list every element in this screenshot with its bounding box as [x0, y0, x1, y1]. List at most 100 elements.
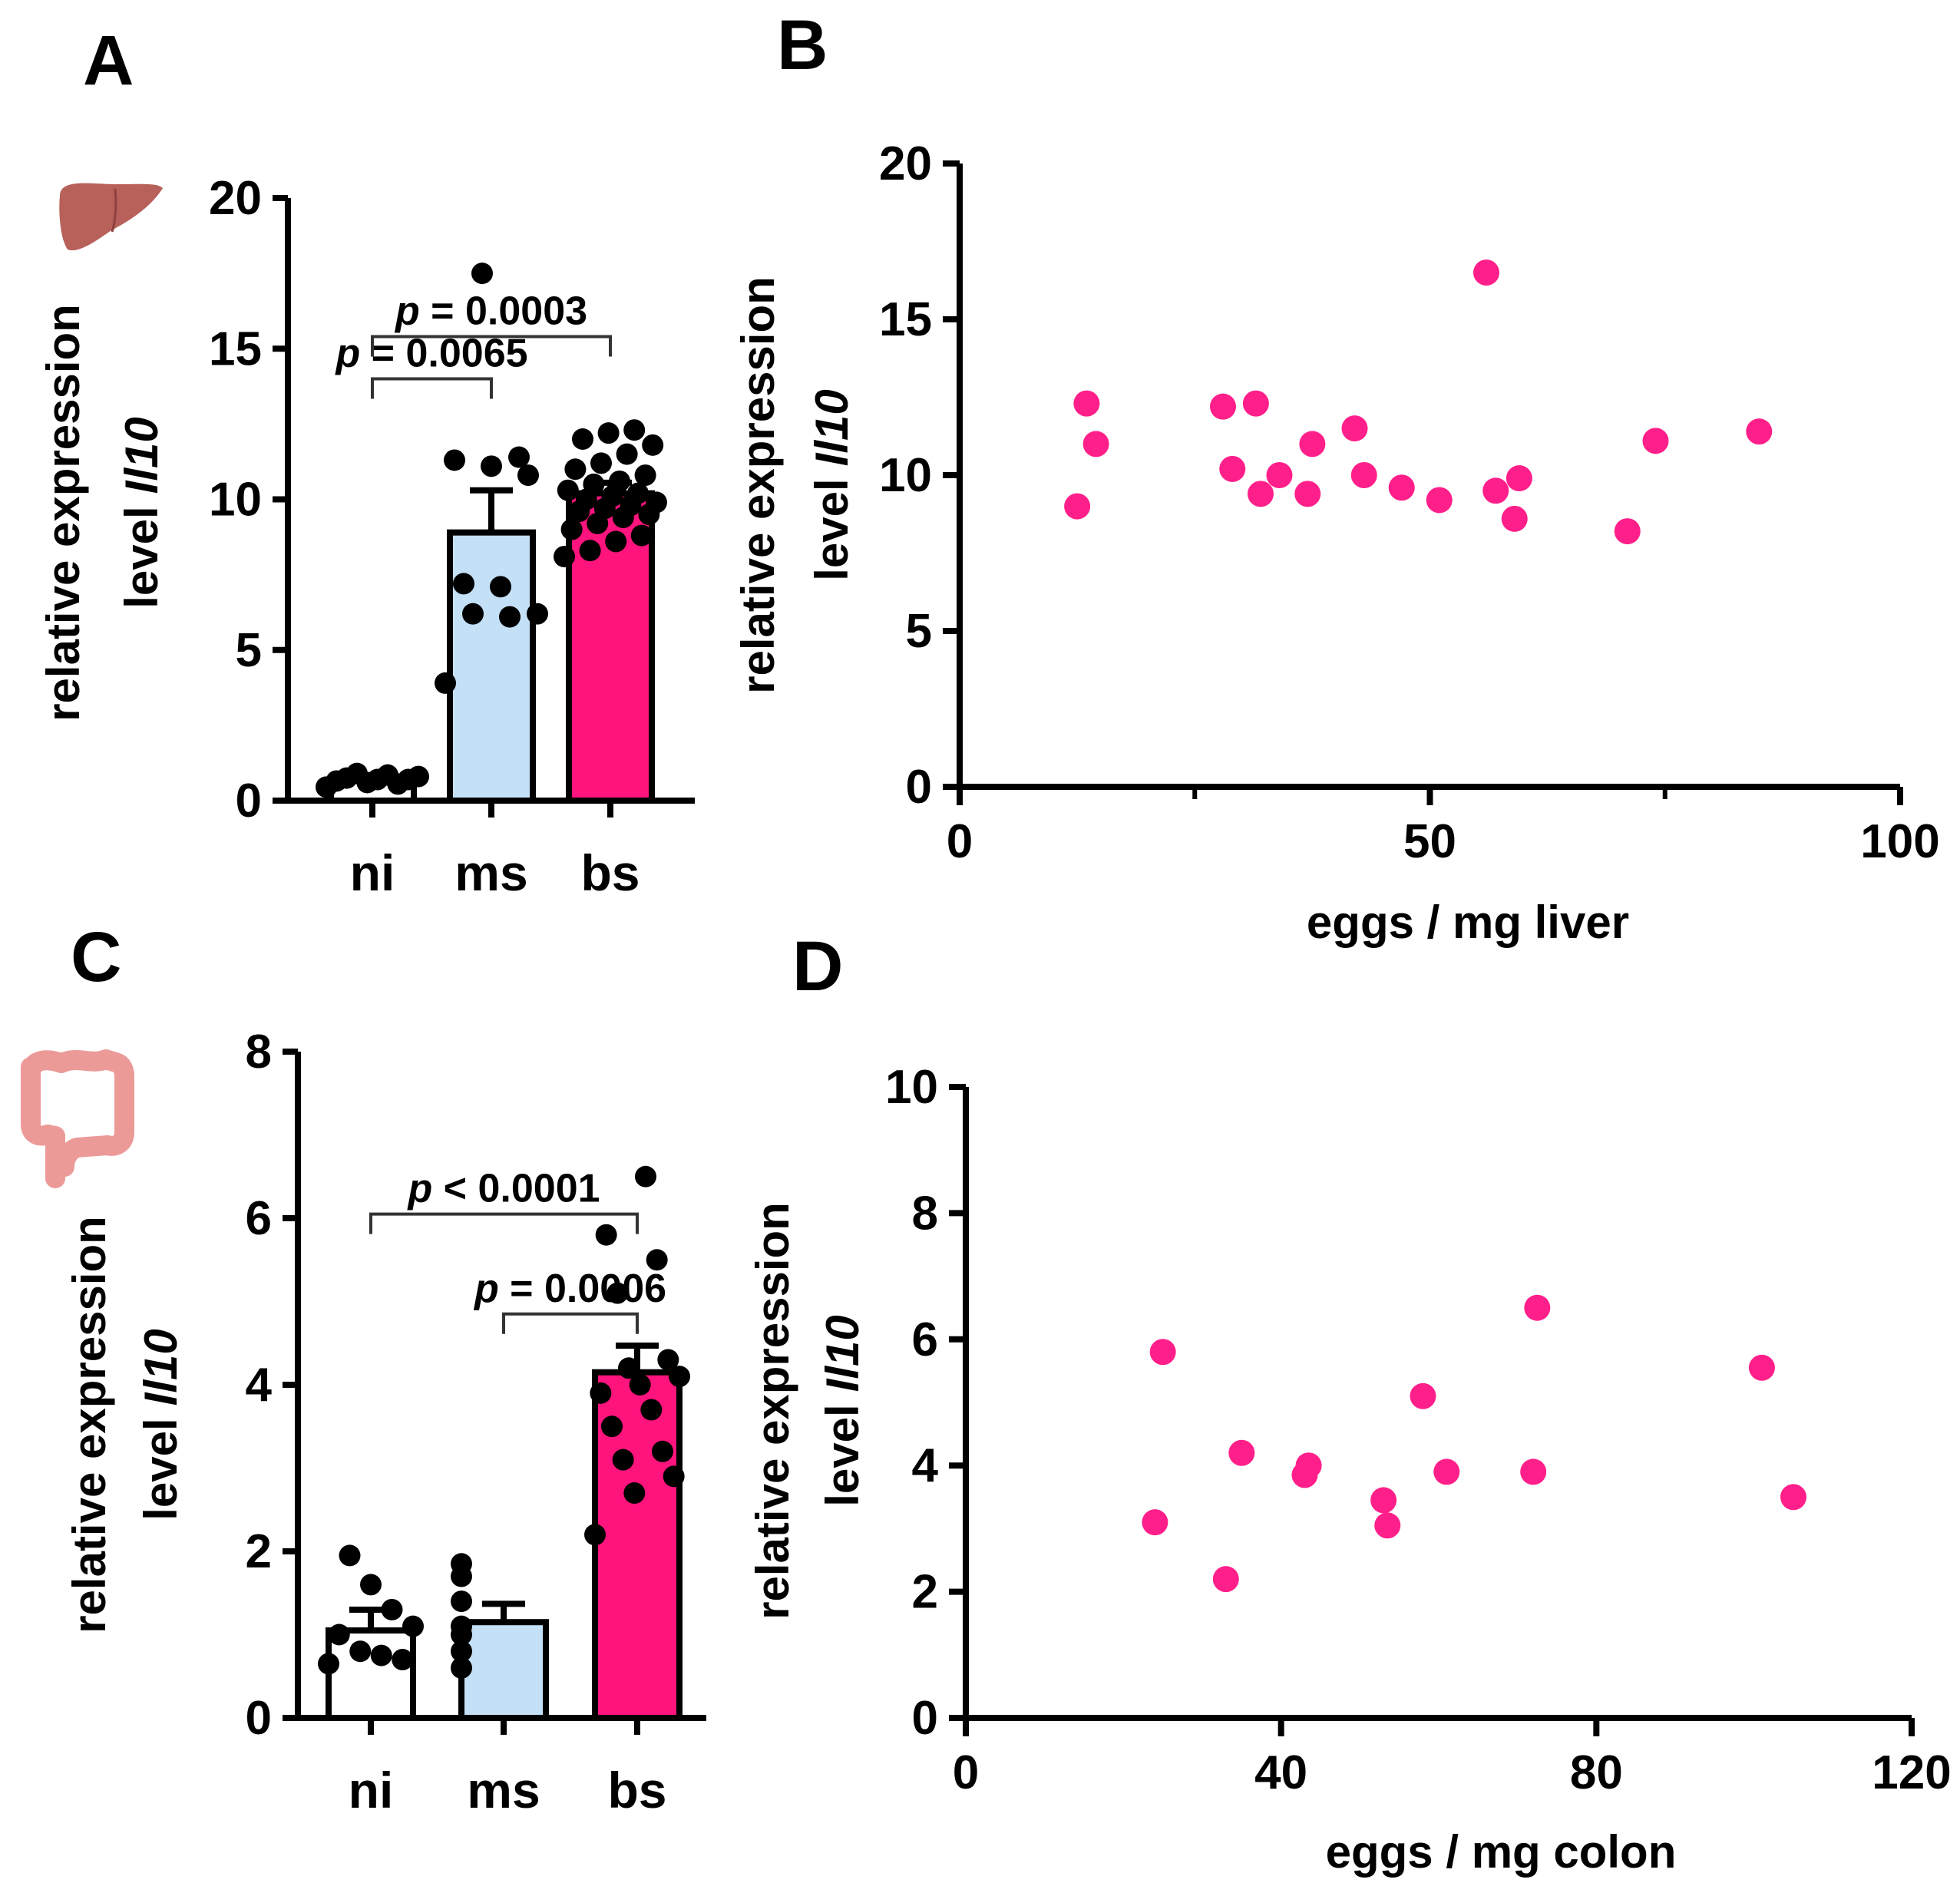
data-point-bs	[663, 1465, 685, 1488]
scatter-point	[1266, 462, 1293, 488]
scatter-point	[1082, 431, 1109, 457]
y-axis-title: relative expression	[732, 276, 784, 694]
scatter-point	[1520, 1458, 1547, 1485]
data-point-bs	[601, 1415, 623, 1438]
p-value-symbol: p	[394, 289, 420, 334]
data-point-bs	[642, 434, 664, 456]
data-point-ms	[451, 1640, 472, 1663]
p-value-symbol: p	[406, 1167, 432, 1211]
p-value-text: = 0.0003	[420, 289, 587, 334]
category-label-ni: ni	[349, 1762, 394, 1818]
scatter-point	[1426, 487, 1453, 514]
scatter-point	[1299, 431, 1326, 457]
scatter-point	[1642, 428, 1669, 454]
y-tick-label: 5	[906, 605, 932, 658]
scatter-point	[1614, 518, 1641, 545]
y-tick-label: 5	[236, 624, 262, 677]
data-point-ms	[451, 1615, 472, 1637]
y-axis-title-level: level	[116, 506, 167, 608]
y-axis-title-line2: level Il10	[817, 1315, 868, 1507]
y-tick-label: 15	[209, 322, 262, 375]
y-tick-label: 6	[912, 1313, 938, 1366]
p-value-label: p = 0.0065	[334, 332, 527, 376]
scatter-point	[1210, 393, 1236, 420]
data-point-bs	[627, 482, 649, 504]
bar-ms	[447, 529, 536, 804]
category-label-ni: ni	[350, 844, 395, 901]
data-point-ms	[451, 1657, 472, 1679]
y-axis-title-gene: Il10	[817, 1315, 868, 1392]
data-point-ni	[339, 1544, 361, 1567]
data-point-ms	[481, 455, 502, 477]
y-axis-title-level: level	[806, 478, 858, 580]
data-point-bs	[616, 443, 638, 465]
scatter-point	[1501, 505, 1528, 532]
data-point-bs	[572, 428, 593, 450]
bar-ni	[326, 1627, 416, 1721]
y-axis-title: relative expression	[747, 1202, 798, 1620]
y-tick-label: 20	[879, 137, 932, 190]
y-tick-label: 2	[912, 1566, 938, 1619]
x-tick-label: 80	[1570, 1746, 1623, 1799]
scatter-point	[1746, 418, 1773, 445]
data-point-ms	[444, 449, 465, 471]
data-point-ni	[318, 1653, 339, 1675]
scatter-point	[1524, 1294, 1551, 1321]
data-point-ni	[377, 764, 398, 786]
scatter-point	[1370, 1487, 1397, 1514]
scatter-point	[1341, 415, 1368, 442]
y-tick-label: 10	[879, 449, 932, 502]
y-axis-title-level: level	[817, 1404, 868, 1506]
data-point-ms	[499, 606, 521, 628]
data-point-bs	[595, 1224, 617, 1246]
data-point-bs	[657, 1349, 679, 1371]
p-value-label: p = 0.0006	[473, 1267, 666, 1311]
y-tick-label: 10	[209, 474, 262, 527]
scatter-point	[1748, 1354, 1775, 1381]
y-tick-label: 0	[912, 1692, 938, 1745]
category-label-bs: bs	[580, 844, 640, 901]
y-tick-label: 6	[246, 1192, 272, 1245]
y-tick-label: 4	[912, 1439, 939, 1492]
data-point-ni	[360, 1574, 382, 1596]
x-tick-label: 0	[953, 1746, 979, 1799]
scatter-point	[1410, 1382, 1436, 1409]
data-point-ni	[328, 1623, 350, 1646]
data-point-ni	[349, 1640, 372, 1663]
significance-bracket	[371, 335, 612, 357]
y-tick-label: 8	[246, 1026, 272, 1078]
x-axis-title: eggs / mg colon	[1326, 1826, 1677, 1878]
scatter-point	[1295, 1452, 1322, 1479]
y-tick-label: 0	[236, 775, 262, 827]
data-point-bs	[609, 470, 630, 492]
data-point-ms	[471, 263, 493, 285]
scatter-point	[1242, 390, 1269, 417]
panel-c-letter: C	[71, 918, 121, 996]
y-axis-title-gene: Il10	[806, 389, 858, 466]
scatter-point	[1482, 477, 1509, 504]
x-tick-label: 40	[1254, 1746, 1307, 1799]
data-point-bs	[635, 1165, 656, 1187]
scatter-point	[1212, 1566, 1239, 1593]
panel-a: A 0 5 10 15 20 relative expression level Il10 ni…	[38, 21, 695, 901]
panel-b: B 0 5 10 15 20 relative expression level Il10 0 5…	[732, 6, 1940, 948]
y-axis-title-line2: level Il10	[135, 1329, 187, 1521]
p-value-text: = 0.0006	[499, 1267, 666, 1311]
data-point-bs	[646, 491, 667, 514]
significance-bracket	[371, 377, 493, 399]
scatter-point	[1388, 474, 1415, 501]
data-point-ms	[517, 464, 539, 487]
data-point-ms	[451, 1553, 472, 1575]
scatter-point	[1780, 1484, 1806, 1511]
data-point-bs	[640, 1399, 663, 1421]
data-point-bs	[597, 422, 620, 444]
panel-a-letter: A	[83, 21, 134, 100]
data-point-bs	[612, 1448, 634, 1471]
data-point-ni	[370, 1644, 392, 1666]
y-tick-label: 2	[246, 1525, 272, 1578]
y-axis-title-level: level	[135, 1418, 187, 1520]
p-value-text: < 0.0001	[432, 1167, 600, 1211]
data-point-ni	[408, 765, 429, 788]
data-point-ms	[453, 573, 474, 595]
scatter-point	[1506, 465, 1532, 492]
